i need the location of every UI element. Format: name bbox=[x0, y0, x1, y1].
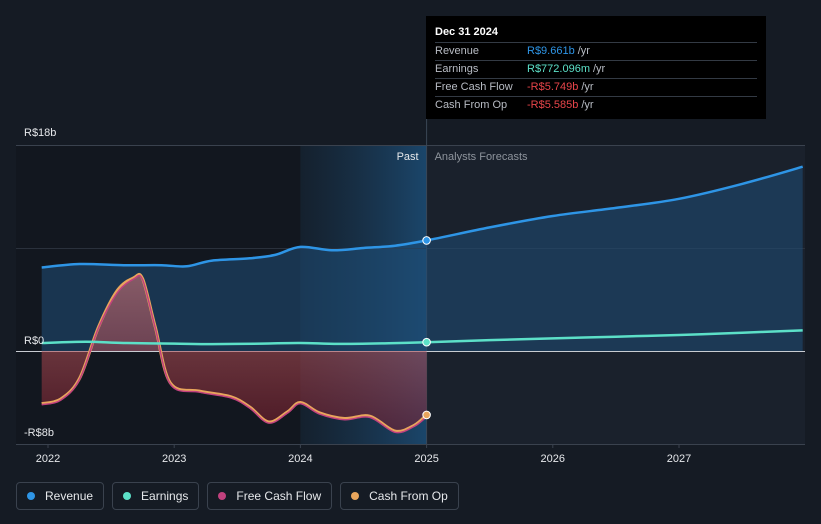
tooltip-unit: /yr bbox=[581, 81, 594, 93]
tooltip-value: -R$5.585b bbox=[527, 99, 579, 111]
tooltip-label: Cash From Op bbox=[435, 99, 508, 111]
revenue-line bbox=[41, 165, 804, 269]
tooltip-row-cash-from-op: Cash From Op -R$5.585b /yr bbox=[435, 96, 757, 114]
tooltip: Dec 31 2024 Revenue R$9.661b /yr Earning… bbox=[426, 16, 766, 119]
x-tick-label: 2023 bbox=[162, 453, 186, 465]
legend-dot-icon bbox=[27, 492, 35, 500]
tooltip-label: Earnings bbox=[435, 63, 479, 75]
legend-item-cash-from-op[interactable]: Cash From Op bbox=[340, 482, 459, 510]
tooltip-row-free-cash-flow: Free Cash Flow -R$5.749b /yr bbox=[435, 78, 757, 96]
past-label: Past bbox=[397, 151, 419, 163]
earnings-line bbox=[41, 329, 803, 346]
legend-dot-icon bbox=[351, 492, 360, 500]
x-tick-label: 2024 bbox=[288, 453, 312, 465]
legend-label: Revenue bbox=[45, 489, 94, 503]
legend-label: Earnings bbox=[141, 489, 189, 503]
cash-from-op-marker bbox=[422, 410, 431, 420]
tooltip-row-revenue: Revenue R$9.661b /yr bbox=[435, 42, 757, 60]
tooltip-value: R$9.661b bbox=[527, 45, 575, 57]
tooltip-date: Dec 31 2024 bbox=[435, 26, 498, 38]
forecast-label: Analysts Forecasts bbox=[435, 151, 528, 163]
y-axis-label: -R$8b bbox=[24, 427, 54, 439]
free-cash-flow-line bbox=[41, 274, 428, 434]
legend-dot-icon bbox=[218, 492, 227, 500]
tooltip-unit: /yr bbox=[581, 99, 594, 111]
tooltip-value: R$772.096m bbox=[527, 63, 590, 75]
legend-label: Cash From Op bbox=[369, 489, 448, 503]
legend-item-free-cash-flow[interactable]: Free Cash Flow bbox=[207, 482, 333, 510]
free-cash-flow-area bbox=[41, 275, 427, 433]
y-axis-label: R$18b bbox=[24, 127, 56, 139]
legend-label: Free Cash Flow bbox=[236, 489, 322, 503]
tooltip-label: Revenue bbox=[435, 45, 480, 57]
legend-dot-icon bbox=[123, 492, 132, 500]
tooltip-value: -R$5.749b bbox=[527, 81, 579, 93]
x-tick-label: 2026 bbox=[541, 453, 565, 465]
revenue-marker bbox=[422, 236, 431, 245]
tooltip-unit: /yr bbox=[577, 45, 590, 57]
tooltip-label: Free Cash Flow bbox=[435, 81, 513, 93]
x-tick-label: 2025 bbox=[414, 453, 438, 465]
legend-item-revenue[interactable]: Revenue bbox=[16, 482, 105, 510]
revenue-area bbox=[41, 166, 803, 351]
legend-item-earnings[interactable]: Earnings bbox=[112, 482, 200, 510]
legend: Revenue Earnings Free Cash Flow Cash Fro… bbox=[16, 482, 459, 510]
x-tick-label: 2027 bbox=[667, 453, 691, 465]
earnings-marker bbox=[422, 337, 431, 347]
y-axis-label: R$0 bbox=[24, 335, 44, 347]
x-tick-label: 2022 bbox=[36, 453, 60, 465]
tooltip-row-earnings: Earnings R$772.096m /yr bbox=[435, 60, 757, 78]
tooltip-unit: /yr bbox=[593, 63, 606, 75]
